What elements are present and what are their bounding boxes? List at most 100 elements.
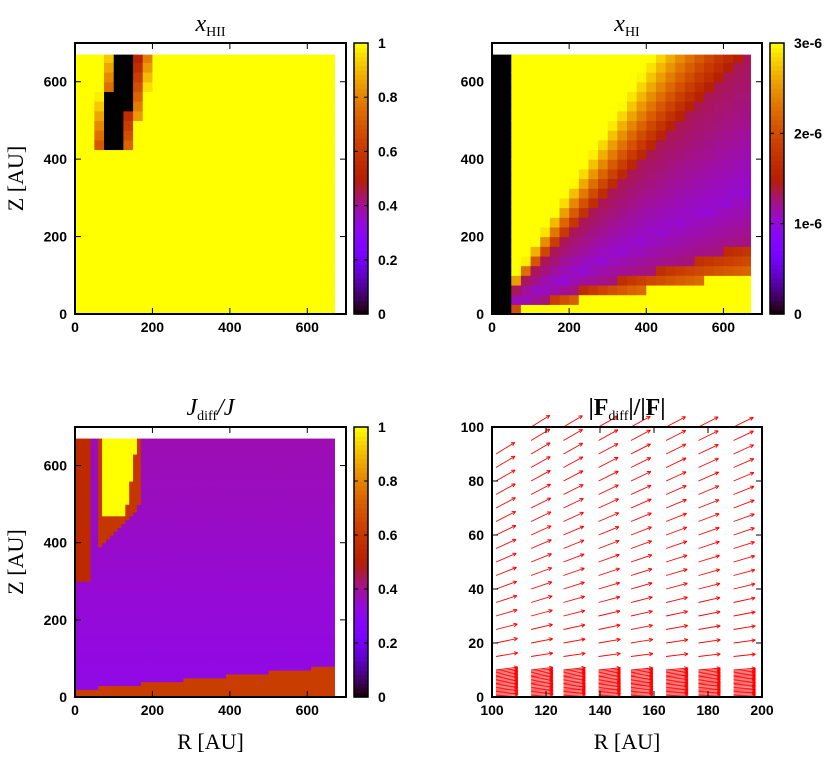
heatmap-cell: [210, 500, 215, 505]
heatmap-cell: [148, 616, 154, 621]
heatmap-cell: [627, 178, 638, 189]
heatmap-cell: [82, 538, 88, 544]
heatmap-cell: [175, 658, 181, 663]
heatmap-cell: [249, 304, 260, 315]
heatmap-cell: [75, 72, 86, 83]
heatmap-cell: [202, 600, 208, 606]
heatmap-cell: [113, 159, 124, 170]
heatmap-cell: [256, 658, 262, 663]
heatmap-cell: [75, 442, 80, 447]
heatmap-cell: [167, 596, 173, 602]
heatmap-cell: [160, 666, 165, 671]
heatmap-cell: [704, 246, 715, 257]
heatmap-cell: [222, 673, 227, 679]
heatmap-cell: [237, 450, 243, 455]
heatmap-cell: [195, 569, 200, 575]
heatmap-cell: [152, 226, 163, 238]
xhii-ylabel: Z [AU]: [3, 146, 28, 211]
heatmap-cell: [152, 662, 157, 667]
heatmap-cell: [627, 236, 638, 247]
heatmap-cell: [260, 546, 266, 552]
heatmap-cell: [109, 531, 115, 536]
heatmap-cell: [160, 554, 165, 559]
heatmap-cell: [191, 639, 196, 644]
heatmap-cell: [148, 643, 154, 648]
heatmap-cell: [249, 168, 260, 180]
heatmap-cell: [125, 693, 130, 698]
heatmap-cell: [229, 689, 235, 694]
heatmap-cell: [233, 635, 239, 640]
heatmap-cell: [511, 246, 522, 257]
heatmap-cell: [133, 110, 144, 122]
heatmap-cell: [222, 511, 227, 517]
heatmap-cell: [109, 481, 115, 486]
heatmap-cell: [191, 662, 196, 667]
heatmap-cell: [78, 565, 84, 571]
heatmap-cell: [646, 236, 657, 247]
heatmap-cell: [253, 596, 258, 602]
heatmap-cell: [98, 535, 103, 540]
heatmap-cell: [195, 492, 200, 498]
heatmap-cell: [133, 438, 138, 444]
heatmap-cell: [264, 639, 270, 644]
heatmap-cell: [140, 569, 146, 575]
heatmap-cell: [200, 101, 212, 112]
heatmap-cell: [86, 500, 92, 505]
heatmap-cell: [164, 689, 169, 694]
colorbar-swatch: [770, 142, 784, 148]
heatmap-cell: [287, 81, 299, 92]
heatmap-cell: [195, 635, 200, 640]
heatmap-cell: [75, 666, 80, 671]
heatmap-cell: [249, 246, 260, 257]
heatmap-cell: [133, 646, 138, 652]
heatmap-cell: [156, 673, 161, 679]
heatmap-cell: [675, 62, 686, 73]
heatmap-cell: [187, 550, 192, 555]
heatmap-cell: [191, 450, 196, 455]
heatmap-cell: [549, 54, 561, 63]
heatmap-cell: [636, 130, 647, 141]
heatmap-cell: [133, 565, 138, 571]
heatmap-cell: [102, 546, 107, 552]
heatmap-cell: [148, 558, 154, 563]
heatmap-cell: [218, 685, 223, 690]
heatmap-cell: [569, 275, 580, 286]
heatmap-cell: [102, 592, 107, 598]
heatmap-cell: [98, 658, 103, 663]
heatmap-cell: [278, 91, 289, 102]
heatmap-cell: [253, 670, 258, 675]
heatmap-cell: [82, 473, 88, 478]
heatmap-cell: [144, 573, 150, 579]
heatmap-cell: [152, 643, 157, 648]
heatmap-cell: [78, 481, 84, 486]
heatmap-cell: [198, 685, 204, 690]
heatmap-cell: [202, 619, 208, 625]
heatmap-cell: [90, 508, 95, 513]
heatmap-cell: [181, 81, 192, 92]
title-main: x: [194, 11, 206, 37]
heatmap-cell: [175, 623, 181, 629]
heatmap-cell: [665, 246, 676, 257]
heatmap-cell: [316, 62, 328, 73]
heatmap-cell: [156, 542, 161, 548]
heatmap-cell: [191, 294, 202, 305]
heatmap-cell: [206, 488, 212, 494]
heatmap-cell: [220, 54, 231, 63]
heatmap-cell: [241, 600, 246, 606]
heatmap-cell: [152, 531, 157, 536]
heatmap-cell: [125, 519, 130, 525]
heatmap-cell: [598, 246, 609, 257]
heatmap-cell: [326, 91, 335, 102]
heatmap-cell: [183, 450, 188, 455]
heatmap-cell: [264, 592, 270, 598]
heatmap-cell: [636, 81, 647, 92]
heatmap-cell: [78, 623, 84, 629]
heatmap-cell: [125, 558, 130, 563]
heatmap-cell: [191, 693, 196, 698]
heatmap-cell: [113, 457, 119, 463]
heatmap-cell: [225, 484, 231, 490]
heatmap-cell: [675, 168, 686, 180]
heatmap-cell: [195, 554, 200, 559]
heatmap-cell: [202, 542, 208, 548]
heatmap-cell: [229, 623, 235, 629]
